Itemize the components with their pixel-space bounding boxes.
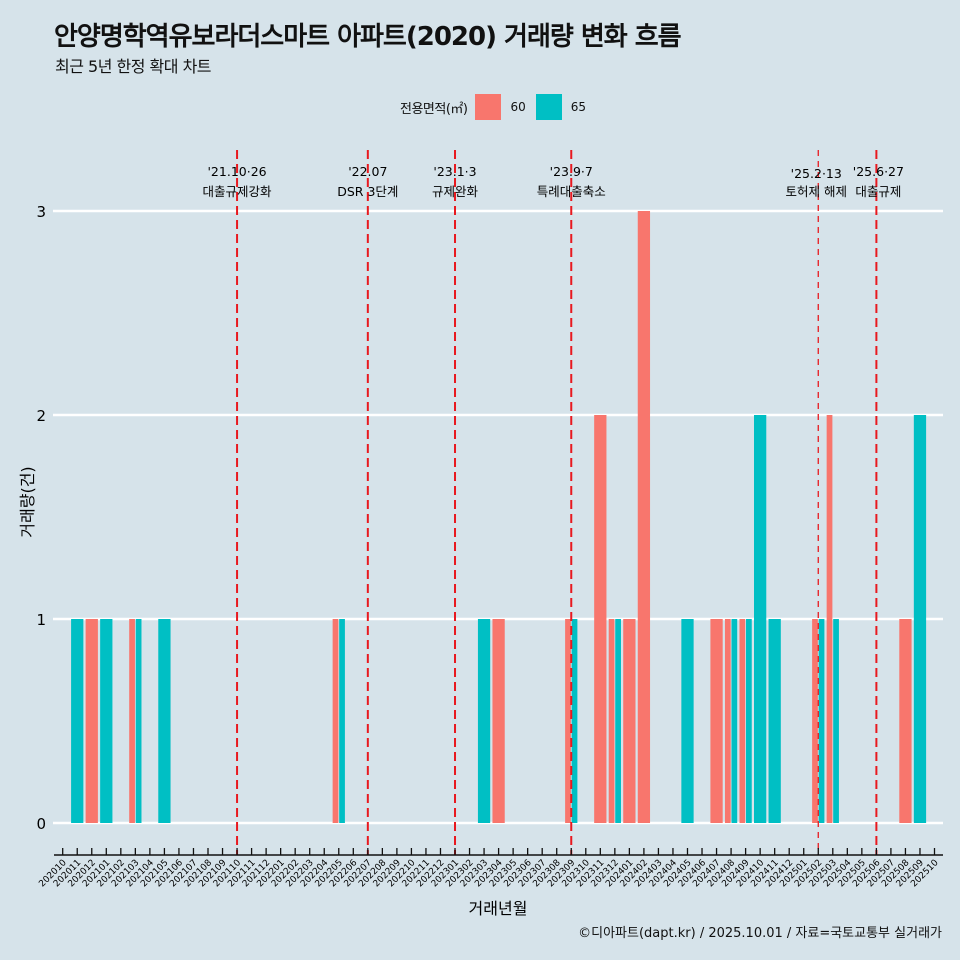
bar-202105-65 bbox=[158, 619, 171, 823]
bar-202503-65 bbox=[833, 619, 839, 823]
y-axis: 0 1 2 3 bbox=[36, 203, 46, 833]
bar-202103-60 bbox=[129, 619, 135, 823]
annotation-date: '25.2·13 bbox=[791, 166, 842, 181]
annotation-labels: '21.10·26 대출규제강화 '22.07 DSR 3단계 '23.1·3 규제완화 '… bbox=[203, 164, 904, 199]
bar-202401-60 bbox=[623, 619, 636, 823]
legend: 전용면적(㎡) 60 65 bbox=[400, 94, 596, 120]
bar-202409-60 bbox=[739, 619, 746, 823]
chart-subtitle: 최근 5년 한정 확대 차트 bbox=[55, 57, 212, 76]
bar-202407-60 bbox=[710, 619, 723, 823]
annotation-label: DSR 3단계 bbox=[337, 184, 398, 199]
y-tick-label: 0 bbox=[36, 815, 46, 833]
bar-202502-60 bbox=[812, 619, 818, 823]
bar-202409-65 bbox=[746, 619, 752, 823]
bar-202405-65 bbox=[681, 619, 694, 823]
y-axis-title: 거래량(건) bbox=[18, 466, 37, 537]
bar-202101-65 bbox=[100, 619, 113, 823]
annotation-date: '23.9·7 bbox=[550, 164, 593, 179]
legend-swatch-60 bbox=[475, 94, 502, 120]
bar-202012-60 bbox=[85, 619, 98, 823]
bar-202410-65 bbox=[754, 415, 767, 823]
annotation-label: 대출규제강화 bbox=[203, 184, 273, 199]
bar-202503-60 bbox=[826, 415, 833, 823]
bar-202303-65 bbox=[477, 619, 491, 823]
bar-202309-65 bbox=[571, 619, 578, 823]
y-tick-label: 3 bbox=[36, 203, 46, 221]
y-tick-label: 1 bbox=[36, 611, 46, 629]
annotation-lines bbox=[236, 150, 878, 855]
bar-202304-60 bbox=[492, 619, 505, 823]
bar-202411-65 bbox=[768, 619, 781, 823]
annotation-label: 특례대출축소 bbox=[537, 184, 606, 199]
annotation-date: '23.1·3 bbox=[433, 164, 476, 179]
bar-202205-65 bbox=[339, 619, 345, 823]
legend-swatch-65 bbox=[535, 94, 562, 120]
bar-202311-60 bbox=[594, 415, 607, 823]
bar-202309-60 bbox=[565, 619, 571, 823]
bar-202509-65 bbox=[913, 415, 927, 823]
bar-202103-65 bbox=[135, 619, 142, 823]
chart-title: 안양명학역유보라더스마트 아파트(2020) 거래량 변화 흐름 bbox=[54, 22, 682, 52]
annotation-date: '22.07 bbox=[348, 164, 387, 179]
x-axis-title: 거래년월 bbox=[469, 899, 528, 918]
bars bbox=[71, 211, 927, 823]
annotation-label: 대출규제 bbox=[855, 184, 901, 199]
bar-202508-60 bbox=[899, 619, 912, 823]
bar-202502-65 bbox=[818, 619, 825, 823]
source-caption: ©디아파트(dapt.kr) / 2025.10.01 / 자료=국토교통부 실… bbox=[578, 926, 942, 941]
annotation-date: '21.10·26 bbox=[208, 164, 267, 179]
y-tick-label: 2 bbox=[36, 407, 46, 425]
legend-label-65: 65 bbox=[570, 100, 587, 114]
bar-202402-60 bbox=[637, 211, 651, 823]
annotation-label: 토허제 해제 bbox=[786, 184, 847, 199]
annotation-label: 규제완화 bbox=[432, 184, 479, 199]
legend-title: 전용면적(㎡) bbox=[400, 101, 468, 117]
bar-202408-60 bbox=[724, 619, 731, 823]
bar-202011-65 bbox=[71, 619, 84, 823]
bar-202205-60 bbox=[332, 619, 339, 823]
legend-label-60: 60 bbox=[510, 100, 526, 114]
bar-202312-65 bbox=[615, 619, 621, 823]
annotation-date: '25.6·27 bbox=[853, 164, 904, 179]
bar-202312-60 bbox=[608, 619, 615, 823]
x-axis: 2020102020112020122021012021022021032021… bbox=[37, 848, 943, 889]
bar-202408-65 bbox=[731, 619, 738, 823]
